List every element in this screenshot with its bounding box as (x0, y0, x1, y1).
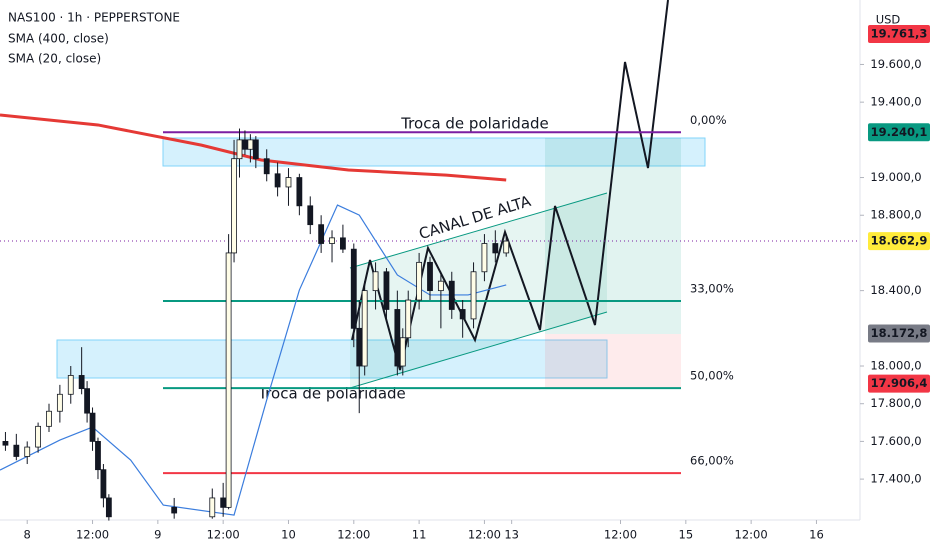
price-label: 17.906,4 (871, 376, 928, 390)
zone (56, 339, 608, 379)
candle-body (171, 506, 178, 514)
annotation: Troca de polaridade (400, 115, 549, 133)
y-tick-label: 18.800,0 (870, 208, 921, 222)
candle-body (492, 243, 499, 254)
candle-body (209, 497, 216, 518)
candle-body (56, 393, 63, 412)
y-tick-label: 18.000,0 (870, 359, 921, 373)
candle-body (350, 248, 357, 329)
price-label: 18.172,8 (871, 326, 928, 340)
candle-body (296, 177, 303, 207)
level-label: 66,00% (690, 454, 734, 468)
candle-body (225, 252, 232, 508)
candle-body (35, 425, 42, 448)
y-tick-label: 17.600,0 (870, 434, 921, 448)
y-tick-label: 18.400,0 (870, 283, 921, 297)
candle-body (427, 261, 433, 292)
candle-body (394, 309, 401, 367)
sma-line (0, 204, 507, 516)
candle-body (372, 271, 379, 292)
candle-body (307, 205, 314, 226)
candle-body (13, 444, 20, 457)
legend-entry: SMA (20, close) (8, 52, 101, 66)
x-tick-label: 12:00 (337, 528, 370, 542)
candle-body (340, 237, 346, 250)
candle-body (78, 375, 85, 390)
candle-body (285, 177, 292, 188)
candle-body (329, 237, 335, 244)
candle-body (318, 224, 325, 244)
channel-line (349, 311, 608, 389)
price-label-box (868, 232, 930, 251)
unit-label: USD (876, 13, 901, 27)
candle-body (252, 139, 259, 160)
candle-body (100, 469, 107, 499)
candle-body (405, 299, 412, 339)
candle-body (236, 139, 243, 160)
level-label: 0,00% (690, 113, 727, 127)
x-tick-label: 13 (504, 528, 519, 542)
candle-body (247, 139, 254, 150)
channel-fill (350, 193, 607, 388)
candle-body (448, 280, 455, 310)
candle-body (361, 290, 368, 367)
x-tick-label: 12:00 (604, 528, 637, 542)
stop-zone (545, 334, 681, 388)
channel-line (349, 192, 608, 269)
price-label-box (868, 123, 930, 142)
x-tick-label: 10 (281, 528, 296, 542)
level-label: 50,00% (690, 369, 734, 383)
candle-body (399, 337, 406, 367)
x-tick-label: 16 (809, 528, 824, 542)
price-label-box (868, 374, 930, 393)
x-tick-label: 12:00 (468, 528, 501, 542)
y-tick-label: 19.400,0 (870, 95, 921, 109)
candle-body (2, 441, 9, 446)
candle-body (383, 271, 390, 310)
level-label: 33,00% (690, 281, 734, 295)
candle-body (84, 388, 90, 414)
candle-body (459, 309, 466, 320)
x-tick-label: 11 (412, 528, 427, 542)
candle-body (503, 240, 510, 254)
candle-body (481, 243, 488, 273)
candle-body (95, 441, 101, 471)
x-tick-label: 12:00 (735, 528, 768, 542)
candle-body (416, 261, 423, 301)
price-label: 18.662,9 (871, 234, 928, 248)
x-tick-label: 15 (679, 528, 694, 542)
y-tick-label: 17.400,0 (870, 472, 921, 486)
candle-body (242, 139, 248, 150)
y-tick-label: 19.000,0 (870, 170, 921, 184)
candle-body (46, 410, 52, 427)
candle-body (437, 280, 444, 292)
x-tick-label: 12:00 (207, 528, 240, 542)
candle-body (67, 375, 74, 395)
candle-body (356, 327, 363, 367)
x-tick-label: 9 (154, 528, 161, 542)
price-label: 19.240,1 (871, 125, 928, 139)
chart-title: NAS100 · 1h · PEPPERSTONE (8, 11, 180, 25)
candle-body (263, 158, 270, 175)
price-label: 19.761,3 (871, 27, 928, 41)
y-tick-label: 17.800,0 (870, 396, 921, 410)
candle-body (231, 158, 237, 254)
candle-body (274, 173, 281, 188)
candle-body (105, 497, 112, 518)
x-tick-label: 12:00 (76, 528, 109, 542)
x-tick-label: 8 (24, 528, 31, 542)
candle-body (470, 271, 477, 320)
price-label-box (868, 25, 930, 44)
sma-line (0, 113, 507, 182)
legend-entry: SMA (400, close) (8, 32, 109, 46)
price-label-box (868, 324, 930, 343)
candle-body (89, 412, 96, 442)
candle-body (24, 446, 31, 457)
candle-body (220, 497, 227, 508)
y-tick-label: 19.600,0 (870, 57, 921, 71)
